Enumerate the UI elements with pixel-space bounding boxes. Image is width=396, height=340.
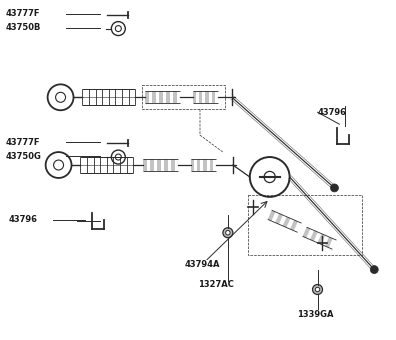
Polygon shape xyxy=(150,159,154,171)
Text: 43777F: 43777F xyxy=(6,9,40,18)
Text: 43750G: 43750G xyxy=(6,152,42,160)
Circle shape xyxy=(330,184,339,192)
Circle shape xyxy=(226,231,230,235)
Circle shape xyxy=(315,287,320,292)
Polygon shape xyxy=(197,159,200,171)
Polygon shape xyxy=(157,159,161,171)
Bar xyxy=(142,85,225,109)
Polygon shape xyxy=(166,91,169,103)
Circle shape xyxy=(370,266,378,274)
Polygon shape xyxy=(283,217,290,227)
Polygon shape xyxy=(290,220,298,231)
Polygon shape xyxy=(275,214,283,224)
Polygon shape xyxy=(212,91,215,103)
Polygon shape xyxy=(199,91,202,103)
Polygon shape xyxy=(173,91,177,103)
Text: 43796: 43796 xyxy=(9,215,38,224)
Polygon shape xyxy=(303,227,310,238)
Polygon shape xyxy=(310,231,318,241)
Polygon shape xyxy=(206,91,209,103)
Polygon shape xyxy=(318,234,325,244)
Circle shape xyxy=(312,285,322,294)
Text: 1327AC: 1327AC xyxy=(198,280,234,289)
Polygon shape xyxy=(325,237,333,248)
Circle shape xyxy=(223,228,233,238)
Text: 1339GA: 1339GA xyxy=(297,310,333,319)
Polygon shape xyxy=(145,91,149,103)
Polygon shape xyxy=(191,159,194,171)
Polygon shape xyxy=(152,91,156,103)
Polygon shape xyxy=(204,159,207,171)
Text: 43777F: 43777F xyxy=(6,138,40,147)
Text: 43750B: 43750B xyxy=(6,23,41,32)
Bar xyxy=(248,195,362,255)
Polygon shape xyxy=(193,91,196,103)
Polygon shape xyxy=(171,159,175,171)
Polygon shape xyxy=(143,159,147,171)
Polygon shape xyxy=(268,210,276,221)
Text: 43796: 43796 xyxy=(318,108,346,117)
Text: 43794A: 43794A xyxy=(185,260,221,269)
Polygon shape xyxy=(164,159,168,171)
Polygon shape xyxy=(159,91,163,103)
Polygon shape xyxy=(210,159,213,171)
